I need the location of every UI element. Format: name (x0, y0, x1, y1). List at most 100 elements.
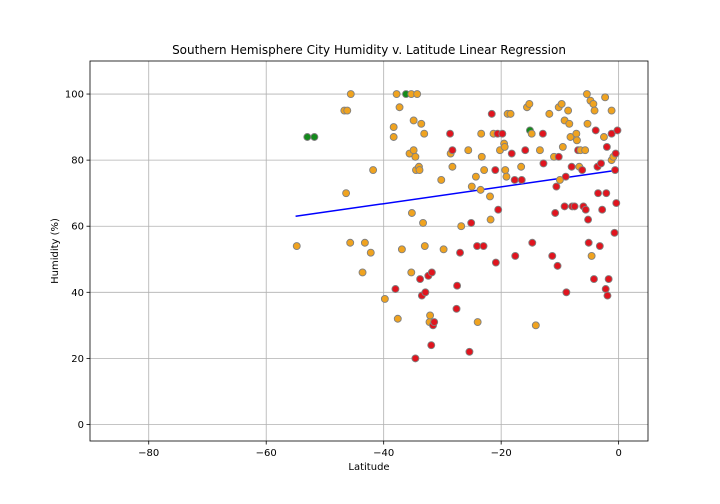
data-point (570, 202, 579, 211)
x-tick-label: −60 (256, 448, 277, 459)
data-point (548, 252, 557, 260)
data-point (486, 215, 495, 224)
data-point (560, 202, 569, 211)
data-point (409, 116, 418, 125)
data-point (448, 162, 457, 171)
axis-ticks: −80 −60 −40 −20 0 0 20 40 60 80 100 (65, 90, 622, 459)
data-point (407, 209, 416, 217)
data-point (602, 142, 611, 151)
data-point (498, 129, 507, 138)
x-axis-label: Latitude (348, 462, 389, 473)
data-point (420, 129, 429, 138)
data-point (562, 288, 571, 297)
data-point (565, 119, 574, 128)
data-point (601, 93, 610, 102)
data-point (342, 189, 351, 198)
data-point (411, 354, 420, 363)
x-tick-label: −20 (491, 448, 512, 459)
data-point (590, 275, 598, 284)
data-point (528, 238, 537, 247)
data-point (598, 205, 607, 214)
data-point (391, 285, 400, 293)
data-point (527, 129, 536, 138)
data-point (473, 318, 482, 326)
y-tick-label: 60 (71, 222, 84, 233)
data-point (591, 126, 600, 135)
data-point (601, 285, 610, 293)
data-point (535, 146, 544, 155)
data-point (613, 126, 622, 135)
data-point (491, 258, 500, 267)
data-point (358, 268, 367, 277)
data-point (477, 129, 486, 138)
chart-title: Southern Hemisphere City Humidity v. Lat… (172, 43, 566, 57)
data-point (366, 248, 375, 257)
data-point (572, 136, 581, 145)
data-point (539, 159, 548, 168)
data-point (501, 166, 510, 174)
data-point (392, 90, 401, 98)
data-point (456, 248, 464, 257)
data-point (602, 189, 611, 198)
data-point (587, 252, 596, 260)
data-point (479, 242, 488, 250)
data-point (511, 252, 520, 260)
data-point (599, 133, 608, 141)
data-point (517, 176, 526, 184)
data-point (465, 347, 474, 356)
data-point (427, 268, 436, 277)
data-point (457, 222, 466, 231)
data-point (607, 129, 616, 138)
y-tick-label: 20 (71, 354, 84, 365)
data-point (510, 176, 519, 184)
plot-frame (89, 60, 649, 442)
data-point (594, 189, 603, 198)
data-point (419, 218, 427, 227)
data-point (464, 146, 473, 155)
data-point (502, 172, 511, 181)
data-point (393, 314, 402, 323)
data-point (389, 133, 398, 141)
x-tick-label: −40 (373, 448, 394, 459)
data-point (566, 133, 575, 141)
y-tick-label: 0 (78, 420, 84, 431)
data-point (589, 100, 598, 108)
data-point (446, 129, 455, 138)
scatter-points (292, 90, 622, 363)
data-point (477, 152, 486, 161)
data-point (487, 109, 496, 118)
x-tick-label: −80 (138, 448, 159, 459)
data-point (553, 261, 562, 270)
data-point (453, 281, 462, 290)
data-point (292, 242, 301, 250)
data-point (310, 133, 319, 141)
y-tick-label: 100 (65, 90, 84, 101)
data-point (567, 162, 576, 171)
data-point (397, 245, 406, 254)
data-point (421, 288, 430, 297)
data-point (545, 109, 554, 118)
data-point (555, 176, 564, 184)
y-axis-label: Humidity (%) (50, 218, 61, 284)
data-point (538, 129, 547, 138)
data-point (584, 238, 593, 247)
data-point (564, 106, 573, 115)
data-point (427, 341, 436, 350)
data-point (517, 162, 526, 171)
data-point (448, 146, 457, 155)
data-point (607, 106, 616, 115)
data-point (467, 182, 476, 191)
data-point (303, 133, 312, 141)
data-point (417, 119, 426, 128)
data-point (572, 129, 581, 138)
data-point (551, 209, 560, 217)
y-tick-label: 80 (71, 156, 84, 167)
data-point (413, 90, 422, 98)
data-point (604, 275, 613, 284)
data-point (597, 159, 605, 168)
data-point (416, 275, 425, 284)
data-point (346, 90, 355, 98)
data-point (494, 205, 503, 214)
